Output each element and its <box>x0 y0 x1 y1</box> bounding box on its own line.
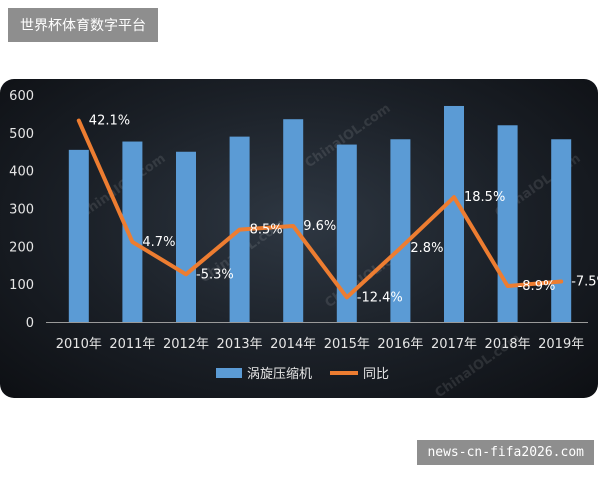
bars <box>68 105 572 322</box>
chart-svg: ChinaIOL.comChinaIOL.comChinaIOL.comChin… <box>9 89 598 398</box>
legend-bar-label: 涡旋压缩机 <box>247 366 312 382</box>
y-tick-label: 0 <box>26 316 34 331</box>
data-label: -8.9% <box>518 279 556 294</box>
y-tick-label: 300 <box>9 203 34 218</box>
x-tick-label: 2014年 <box>270 337 316 352</box>
bar <box>176 151 196 322</box>
bar <box>283 119 304 322</box>
bar <box>68 149 89 322</box>
data-label: 4.7% <box>142 235 175 250</box>
x-tick-label: 2017年 <box>431 337 477 352</box>
data-label: 9.6% <box>303 219 336 234</box>
line-point <box>291 224 295 228</box>
data-label: 42.1% <box>89 114 130 129</box>
bar <box>444 105 464 322</box>
data-label: -7.5% <box>571 274 598 289</box>
legend: 涡旋压缩机 同比 <box>216 366 389 382</box>
x-tick-label: 2016年 <box>377 337 423 352</box>
chart-panel: ChinaIOL.com ChinaIOL.com ChinaIOL.com Chin… <box>0 79 598 398</box>
data-label: 8.5% <box>250 223 283 238</box>
footer-badge: news-cn-fifa2026.com <box>417 440 594 465</box>
yoy-line <box>76 118 564 300</box>
x-tick-label: 2019年 <box>538 337 584 352</box>
line-point <box>506 284 510 288</box>
bar <box>551 139 572 322</box>
line-point <box>130 240 134 244</box>
bar <box>336 144 357 322</box>
data-label: -5.3% <box>196 267 234 282</box>
data-label: -12.4% <box>357 290 403 305</box>
x-tick-label: 2011年 <box>109 337 155 352</box>
y-tick-label: 100 <box>9 278 34 293</box>
x-tick-label: 2013年 <box>217 337 263 352</box>
data-label: 2.8% <box>410 241 443 256</box>
bar <box>390 139 411 322</box>
x-tick-label: 2010年 <box>56 337 102 352</box>
y-tick-label: 500 <box>9 127 34 142</box>
legend-bar-swatch <box>216 368 242 378</box>
x-tick-label: 2018年 <box>485 337 531 352</box>
line-point <box>184 272 188 276</box>
line-point <box>398 246 402 250</box>
header-badge: 世界杯体育数字平台 <box>8 8 158 42</box>
line-series: 42.1% 4.7% -5.3% 8.5% 9.6% -12.4% 2.8% 18.5% -8.… <box>76 114 598 305</box>
data-label: 18.5% <box>464 190 505 205</box>
y-tick-label: 600 <box>9 89 34 104</box>
y-tick-label: 400 <box>9 165 34 180</box>
bar <box>122 141 143 322</box>
line-point <box>77 119 81 123</box>
y-tick-label: 200 <box>9 240 34 255</box>
x-axis: 2010年 2011年 2012年 2013年 2014年 2015年 2016年 2017年… <box>46 322 588 352</box>
line-point <box>238 228 242 232</box>
bar <box>497 125 518 322</box>
line-point <box>452 195 456 199</box>
x-tick-label: 2015年 <box>324 337 370 352</box>
line-point <box>559 279 563 283</box>
y-axis: 0 100 200 300 400 500 600 <box>9 89 34 331</box>
line-point <box>345 295 349 299</box>
x-tick-label: 2012年 <box>163 337 209 352</box>
legend-line-label: 同比 <box>363 367 389 382</box>
